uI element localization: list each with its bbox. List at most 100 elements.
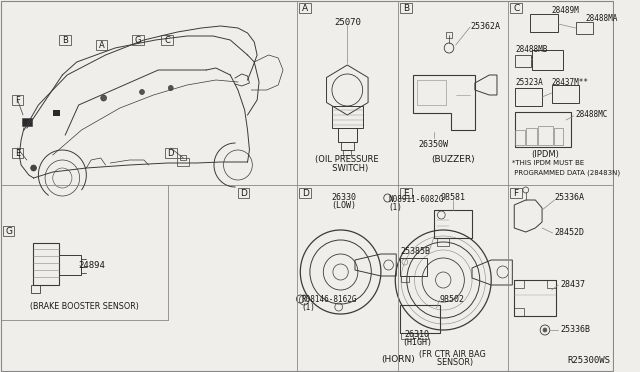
Text: 28488MA: 28488MA <box>585 14 618 23</box>
Text: D: D <box>301 189 308 198</box>
Bar <box>161 35 173 45</box>
Text: (BRAKE BOOSTER SENSOR): (BRAKE BOOSTER SENSOR) <box>30 302 139 311</box>
Text: 28437M**: 28437M** <box>552 78 589 87</box>
Bar <box>434 210 472 238</box>
Bar <box>515 308 524 316</box>
Bar <box>60 255 81 275</box>
Bar <box>547 280 556 288</box>
Text: F: F <box>514 189 519 198</box>
Bar <box>554 128 563 145</box>
Bar <box>400 3 412 13</box>
Text: 25070: 25070 <box>334 18 361 27</box>
Bar <box>515 280 556 316</box>
Bar <box>344 150 351 155</box>
Text: SENSOR): SENSOR) <box>432 358 474 367</box>
Bar <box>177 158 189 166</box>
Text: A: A <box>99 41 104 50</box>
Bar <box>575 22 593 34</box>
Text: 24894: 24894 <box>79 260 106 269</box>
Text: (LOW): (LOW) <box>331 201 356 210</box>
Bar <box>340 142 354 150</box>
Text: (BUZZER): (BUZZER) <box>431 155 475 164</box>
Text: *THIS IPDM MUST BE: *THIS IPDM MUST BE <box>513 160 584 166</box>
Text: 98581: 98581 <box>440 193 465 202</box>
Bar <box>515 130 525 145</box>
Text: E: E <box>403 189 409 198</box>
Text: B: B <box>403 4 409 13</box>
Text: (FR CTR AIR BAG: (FR CTR AIR BAG <box>419 350 486 359</box>
Bar <box>400 258 427 276</box>
Bar <box>338 128 357 142</box>
Text: D: D <box>240 189 247 198</box>
Text: R25300WS: R25300WS <box>567 356 610 365</box>
Bar <box>400 188 412 198</box>
Bar <box>12 95 23 105</box>
Text: 25362A: 25362A <box>470 22 500 31</box>
Bar <box>60 35 71 45</box>
Bar <box>515 280 524 288</box>
Bar <box>165 148 177 158</box>
Text: (1): (1) <box>388 203 403 212</box>
Circle shape <box>140 90 145 94</box>
Text: C: C <box>164 36 170 45</box>
Text: 25336B: 25336B <box>560 325 590 334</box>
Text: (IPDM): (IPDM) <box>531 150 559 159</box>
Text: 26350W: 26350W <box>419 140 449 149</box>
Bar <box>511 188 522 198</box>
Bar <box>446 32 452 38</box>
Text: C: C <box>513 4 519 13</box>
Text: 25385B: 25385B <box>400 247 430 256</box>
Text: G: G <box>135 36 141 45</box>
Text: D: D <box>168 149 174 158</box>
Bar <box>515 55 531 67</box>
Text: 26330: 26330 <box>331 193 356 202</box>
Text: (HIGH): (HIGH) <box>403 338 433 347</box>
Text: 28489M: 28489M <box>552 6 579 15</box>
Circle shape <box>543 328 547 332</box>
Bar <box>332 106 363 128</box>
Circle shape <box>168 86 173 90</box>
Text: 28488MC: 28488MC <box>575 110 608 119</box>
Text: R08146-8162G: R08146-8162G <box>301 295 356 304</box>
Bar <box>552 85 579 103</box>
Bar <box>300 3 311 13</box>
Bar <box>400 305 440 333</box>
Bar <box>31 285 40 293</box>
Text: B: B <box>62 36 68 45</box>
Bar <box>132 35 144 45</box>
Bar <box>515 112 571 147</box>
Text: PROGRAMMED DATA (28483N): PROGRAMMED DATA (28483N) <box>513 169 620 176</box>
Bar <box>96 40 108 50</box>
Text: 28437: 28437 <box>560 280 586 289</box>
Bar <box>52 110 60 116</box>
Bar <box>3 226 14 236</box>
Bar <box>300 188 311 198</box>
Bar <box>22 118 31 126</box>
Circle shape <box>31 165 36 171</box>
Circle shape <box>100 95 106 101</box>
Text: 25323A: 25323A <box>515 78 543 87</box>
Bar <box>401 276 409 282</box>
Bar <box>529 14 558 32</box>
Bar <box>511 3 522 13</box>
Text: SWITCH): SWITCH) <box>326 164 368 173</box>
Text: A: A <box>302 4 308 13</box>
Bar <box>33 243 60 285</box>
Text: (HORN): (HORN) <box>381 355 415 364</box>
Text: 28488MB: 28488MB <box>515 45 548 54</box>
Bar <box>180 155 186 160</box>
Bar <box>538 126 552 145</box>
Text: G: G <box>5 227 12 236</box>
Text: N08911-6082G: N08911-6082G <box>388 195 444 204</box>
Text: 98502: 98502 <box>440 295 465 304</box>
Text: (1): (1) <box>301 303 315 312</box>
Bar <box>525 128 537 145</box>
Bar <box>12 148 23 158</box>
Text: 26310: 26310 <box>405 330 430 339</box>
Bar <box>438 238 449 246</box>
Text: (OIL PRESSURE: (OIL PRESSURE <box>316 155 379 164</box>
Text: F: F <box>15 96 20 105</box>
Text: 25336A: 25336A <box>554 193 584 202</box>
Bar <box>417 80 446 105</box>
Bar <box>532 50 563 70</box>
